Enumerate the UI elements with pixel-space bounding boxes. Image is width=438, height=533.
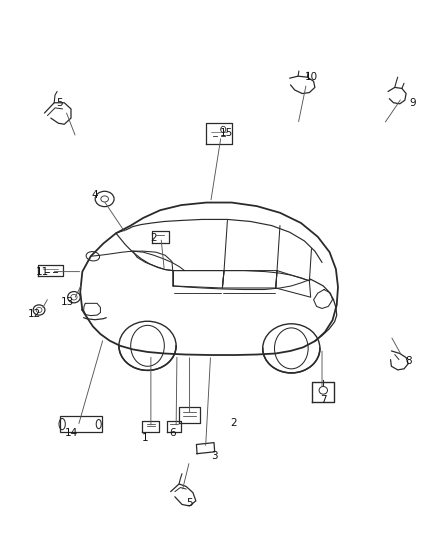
Text: 4: 4 — [92, 190, 98, 200]
Text: 8: 8 — [405, 356, 412, 366]
Text: 9: 9 — [409, 98, 416, 108]
Text: 15: 15 — [220, 128, 233, 139]
Text: 3: 3 — [212, 451, 218, 461]
Text: 10: 10 — [305, 72, 318, 82]
Text: 11: 11 — [36, 266, 49, 277]
Text: 5: 5 — [56, 98, 63, 108]
Text: 13: 13 — [61, 297, 74, 308]
Text: 1: 1 — [142, 433, 149, 443]
Text: 5: 5 — [186, 498, 193, 508]
Text: 14: 14 — [64, 428, 78, 438]
Text: 2: 2 — [230, 417, 237, 427]
Text: 7: 7 — [320, 394, 327, 405]
Text: 6: 6 — [170, 428, 176, 438]
Text: 12: 12 — [27, 309, 41, 319]
Text: 2: 2 — [151, 233, 157, 244]
